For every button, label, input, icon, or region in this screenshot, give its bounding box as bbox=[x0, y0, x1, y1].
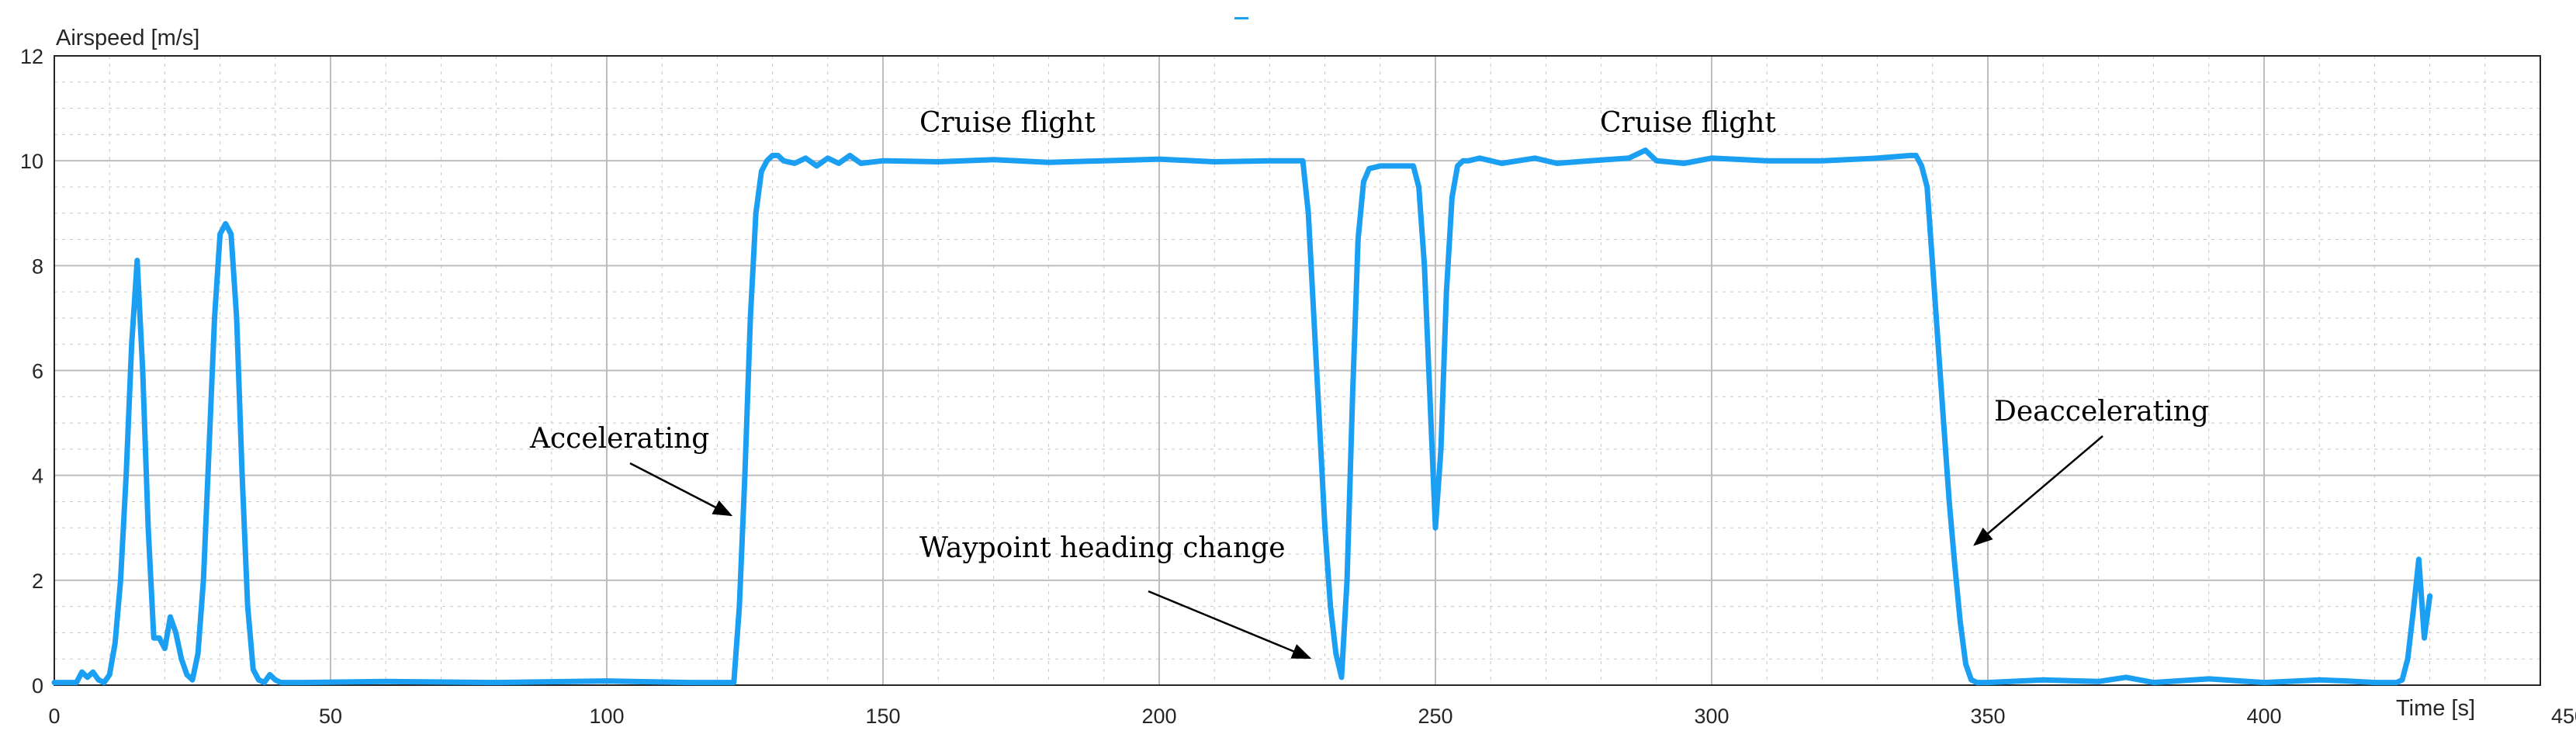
arrow-deaccelerating bbox=[1973, 435, 2103, 546]
x-tick-label: 0 bbox=[48, 705, 60, 728]
annotation-deaccelerating: Deaccelerating bbox=[1994, 396, 2209, 428]
plot-frame bbox=[54, 55, 2541, 686]
y-tick-label: 8 bbox=[32, 255, 43, 278]
x-tick-label: 150 bbox=[865, 705, 900, 728]
x-tick-label: 50 bbox=[319, 705, 342, 728]
y-tick-labels: 0 2 4 6 8 10 12 bbox=[20, 45, 43, 698]
x-tick-label: 350 bbox=[1970, 705, 2005, 728]
annotation-waypoint-heading-change: Waypoint heading change bbox=[919, 532, 1286, 564]
top-marker bbox=[1234, 17, 1248, 19]
x-tick-label: 450 bbox=[2551, 705, 2576, 728]
x-tick-labels: 0 50 100 150 200 250 300 350 400 450 bbox=[48, 705, 2576, 728]
x-tick-label: 300 bbox=[1694, 705, 1729, 728]
x-tick-label: 100 bbox=[589, 705, 624, 728]
x-axis-label: Time [s] bbox=[2396, 696, 2475, 721]
annotation-accelerating: Accelerating bbox=[529, 423, 709, 455]
annotations: Cruise flight Cruise flight Accelerating… bbox=[529, 107, 2209, 660]
x-tick-label: 200 bbox=[1141, 705, 1176, 728]
annotation-cruise-flight-1: Cruise flight bbox=[919, 107, 1096, 139]
x-tick-label: 400 bbox=[2246, 705, 2281, 728]
x-tick-label: 250 bbox=[1418, 705, 1452, 728]
y-tick-label: 6 bbox=[32, 360, 43, 383]
y-tick-label: 4 bbox=[32, 465, 43, 488]
annotation-cruise-flight-2: Cruise flight bbox=[1600, 107, 1776, 139]
y-tick-label: 10 bbox=[20, 150, 43, 173]
arrow-accelerating bbox=[629, 462, 733, 517]
y-tick-label: 12 bbox=[20, 45, 43, 68]
y-tick-label: 0 bbox=[32, 674, 43, 698]
arrow-waypoint-heading-change bbox=[1148, 590, 1312, 660]
airspeed-series-line bbox=[51, 147, 2433, 686]
y-axis-label: Airspeed [m/s] bbox=[56, 26, 199, 50]
y-tick-label: 2 bbox=[32, 570, 43, 593]
